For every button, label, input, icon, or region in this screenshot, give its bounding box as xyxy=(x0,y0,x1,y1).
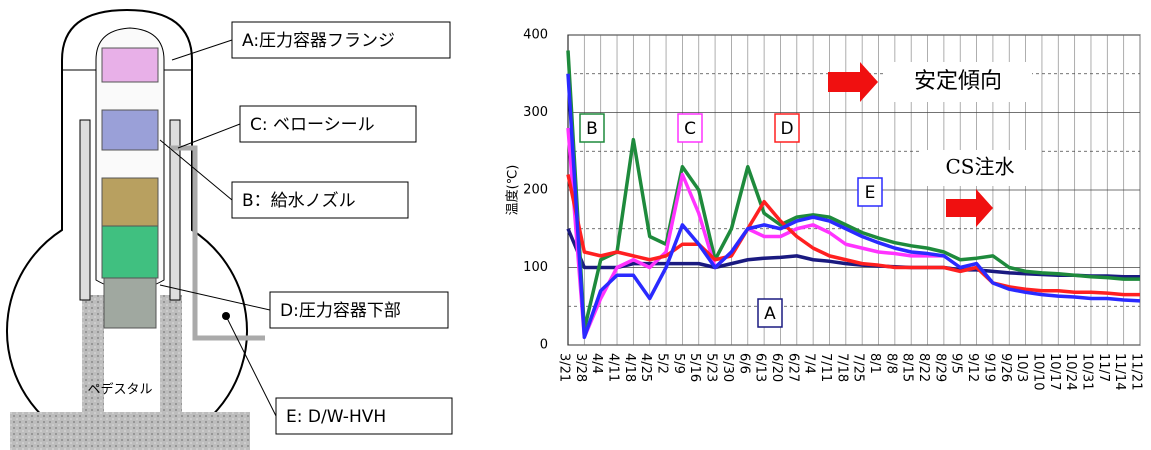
arrow xyxy=(828,62,878,102)
x-tick-label: 5/23 xyxy=(704,353,719,382)
x-tick-label: 8/29 xyxy=(932,353,947,382)
annotation: CS注水 xyxy=(945,155,1014,179)
x-tick-label: 10/3 xyxy=(1014,353,1029,382)
x-tick-label: 7/11 xyxy=(818,353,833,382)
x-tick-label: 3/28 xyxy=(573,353,588,382)
core-upper xyxy=(101,177,159,227)
x-tick-label: 9/19 xyxy=(981,353,996,382)
x-tick-label: 4/4 xyxy=(589,353,604,374)
pedestal-left xyxy=(82,295,104,412)
x-tick-label: 11/21 xyxy=(1129,353,1144,390)
legend-box xyxy=(757,298,783,328)
x-tick-label: 4/25 xyxy=(638,353,653,382)
legend-box xyxy=(579,113,605,143)
x-tick-label: 5/16 xyxy=(687,353,702,382)
diagram-label: E: D/W-HVH xyxy=(286,407,386,427)
floor xyxy=(10,412,250,450)
label-box xyxy=(269,291,449,329)
diagram-label: B：給水ノズル xyxy=(242,191,356,211)
pipe xyxy=(170,145,265,341)
x-tick-label: 6/6 xyxy=(736,353,751,374)
y-tick-label: 300 xyxy=(523,105,548,120)
x-tick-label: 5/2 xyxy=(655,353,670,374)
series-line xyxy=(566,127,944,339)
x-tick-label: 7/25 xyxy=(851,353,866,382)
legend-label: C xyxy=(684,119,696,139)
x-tick-label: 4/18 xyxy=(622,353,637,382)
legend-box xyxy=(857,177,883,207)
y-axis-label: 温度(℃) xyxy=(505,165,521,216)
legend-label: E xyxy=(865,183,876,203)
label-box xyxy=(275,397,453,435)
series-line xyxy=(566,50,1140,332)
reactor-diagram: ペデスタル xyxy=(6,8,277,450)
y-tick-label: 100 xyxy=(523,260,548,275)
series-line xyxy=(566,73,1141,339)
x-tick-label: 8/8 xyxy=(883,353,898,374)
x-tick-label: 11/14 xyxy=(1112,353,1127,390)
y-tick-label: 0 xyxy=(540,338,548,353)
x-tick-label: 9/12 xyxy=(965,353,980,382)
x-tick-label: 9/26 xyxy=(998,353,1013,382)
dryer xyxy=(101,47,159,83)
shield-left xyxy=(79,119,91,301)
legend-label: D xyxy=(780,119,793,139)
chart: 3/21 3/28 4/4 4/11 4/18 4/25 5/2 5/9 5/16 5/23 5/3… xyxy=(505,28,1144,391)
x-tick-label: 3/21 xyxy=(557,353,572,382)
label-box xyxy=(231,21,451,59)
x-tick-label: 10/17 xyxy=(1047,353,1062,390)
x-tick-label: 6/27 xyxy=(785,353,800,382)
annotation: 安定傾向 xyxy=(914,69,1002,94)
label-box xyxy=(239,105,417,143)
diagram-label: C: ベローシール xyxy=(250,115,375,135)
series-line xyxy=(566,174,1140,297)
x-tick-label: 11/7 xyxy=(1096,353,1111,382)
leader-lines xyxy=(159,39,277,417)
legend-label: A xyxy=(764,304,776,324)
legend-label: B xyxy=(586,119,598,139)
x-tick-label: 10/10 xyxy=(1030,353,1045,390)
arrow xyxy=(946,189,993,227)
x-tick-label: 4/11 xyxy=(606,353,621,382)
x-tick-label: 8/15 xyxy=(900,353,915,382)
x-tick-label: 9/5 xyxy=(949,353,964,374)
x-tick-label: 6/13 xyxy=(753,353,768,382)
x-tick-label: 7/18 xyxy=(834,353,849,382)
shield-right xyxy=(169,119,181,301)
x-tick-label: 10/24 xyxy=(1063,353,1078,390)
separator xyxy=(101,109,159,151)
control-rods xyxy=(103,277,157,329)
core-lower xyxy=(101,225,159,279)
y-tick-label: 400 xyxy=(523,28,548,43)
diagram-label: A:圧力容器フランジ xyxy=(242,31,395,51)
x-tick-label: 8/22 xyxy=(916,353,931,382)
x-tick-label: 5/30 xyxy=(720,353,735,382)
legend-box xyxy=(774,113,800,143)
annotation-box xyxy=(920,150,1040,186)
label-box xyxy=(231,181,409,219)
x-tick-label: 10/31 xyxy=(1079,353,1094,390)
x-tick-label: 7/4 xyxy=(802,353,817,374)
legend-box xyxy=(677,113,703,143)
annotation-box xyxy=(884,62,1032,102)
y-tick-label: 200 xyxy=(523,183,548,198)
diagram-label: D:圧力容器下部 xyxy=(280,301,401,321)
x-tick-label: 8/1 xyxy=(867,353,882,374)
pedestal-label: ペデスタル xyxy=(87,382,152,398)
pedestal-right xyxy=(160,295,182,412)
x-tick-label: 5/9 xyxy=(671,353,686,374)
x-tick-label: 6/20 xyxy=(769,353,784,382)
